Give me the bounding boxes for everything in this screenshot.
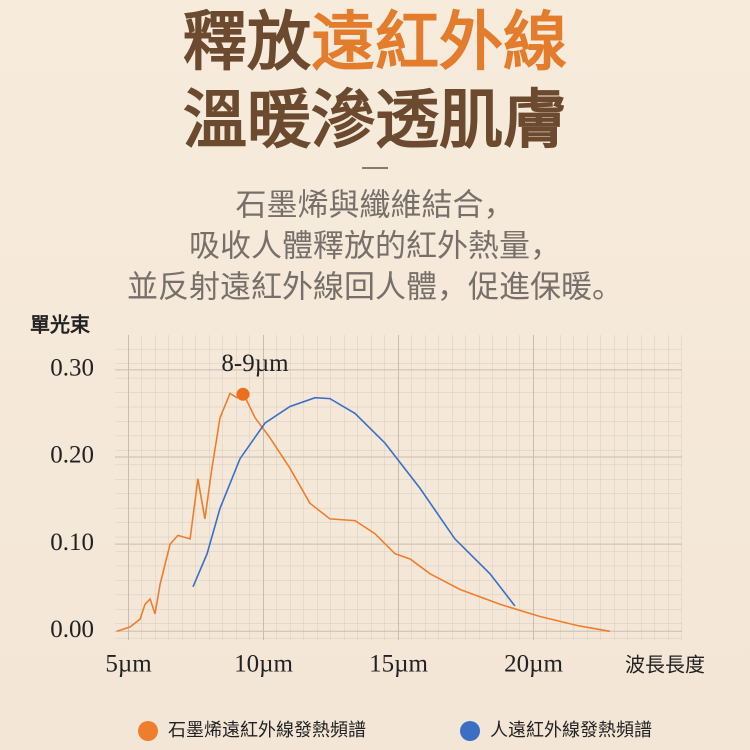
subtitle-line: 並反射遠紅外線回人體，促進保暖。 [127, 270, 623, 306]
legend-label: 石墨烯遠紅外線發熱頻譜 [168, 720, 366, 741]
legend-swatch [460, 721, 480, 741]
title-line: 溫暖滲透肌膚 [183, 84, 567, 158]
title-part: 遠紅外線 [311, 6, 567, 80]
legend-label: 人遠紅外線發熱頻譜 [490, 720, 652, 741]
y-tick-label: 0.20 [50, 442, 94, 469]
x-tick-label: 15µm [369, 651, 428, 678]
y-tick-label: 0.30 [50, 355, 94, 382]
title-part: 釋放 [183, 6, 311, 80]
legend-swatch [138, 721, 158, 741]
y-axis-label: 單光束 [30, 313, 91, 337]
annotation: 8-9µm [221, 350, 289, 377]
y-tick-label: 0.10 [50, 529, 94, 556]
subtitle-line: 吸收人體釋放的紅外熱量， [189, 229, 561, 265]
x-axis-label: 波長長度 [625, 653, 705, 677]
x-tick-label: 20µm [504, 651, 563, 678]
peak-marker [236, 387, 250, 401]
series-line [192, 396, 516, 607]
y-tick-label: 0.00 [50, 616, 94, 643]
x-tick-label: 5µm [105, 651, 152, 678]
x-tick-label: 10µm [234, 651, 293, 678]
title-line: 釋放遠紅外線 [183, 6, 567, 80]
subtitle-line: 石墨烯與纖維結合， [236, 188, 515, 224]
title-part: 溫暖滲透肌膚 [183, 84, 567, 158]
